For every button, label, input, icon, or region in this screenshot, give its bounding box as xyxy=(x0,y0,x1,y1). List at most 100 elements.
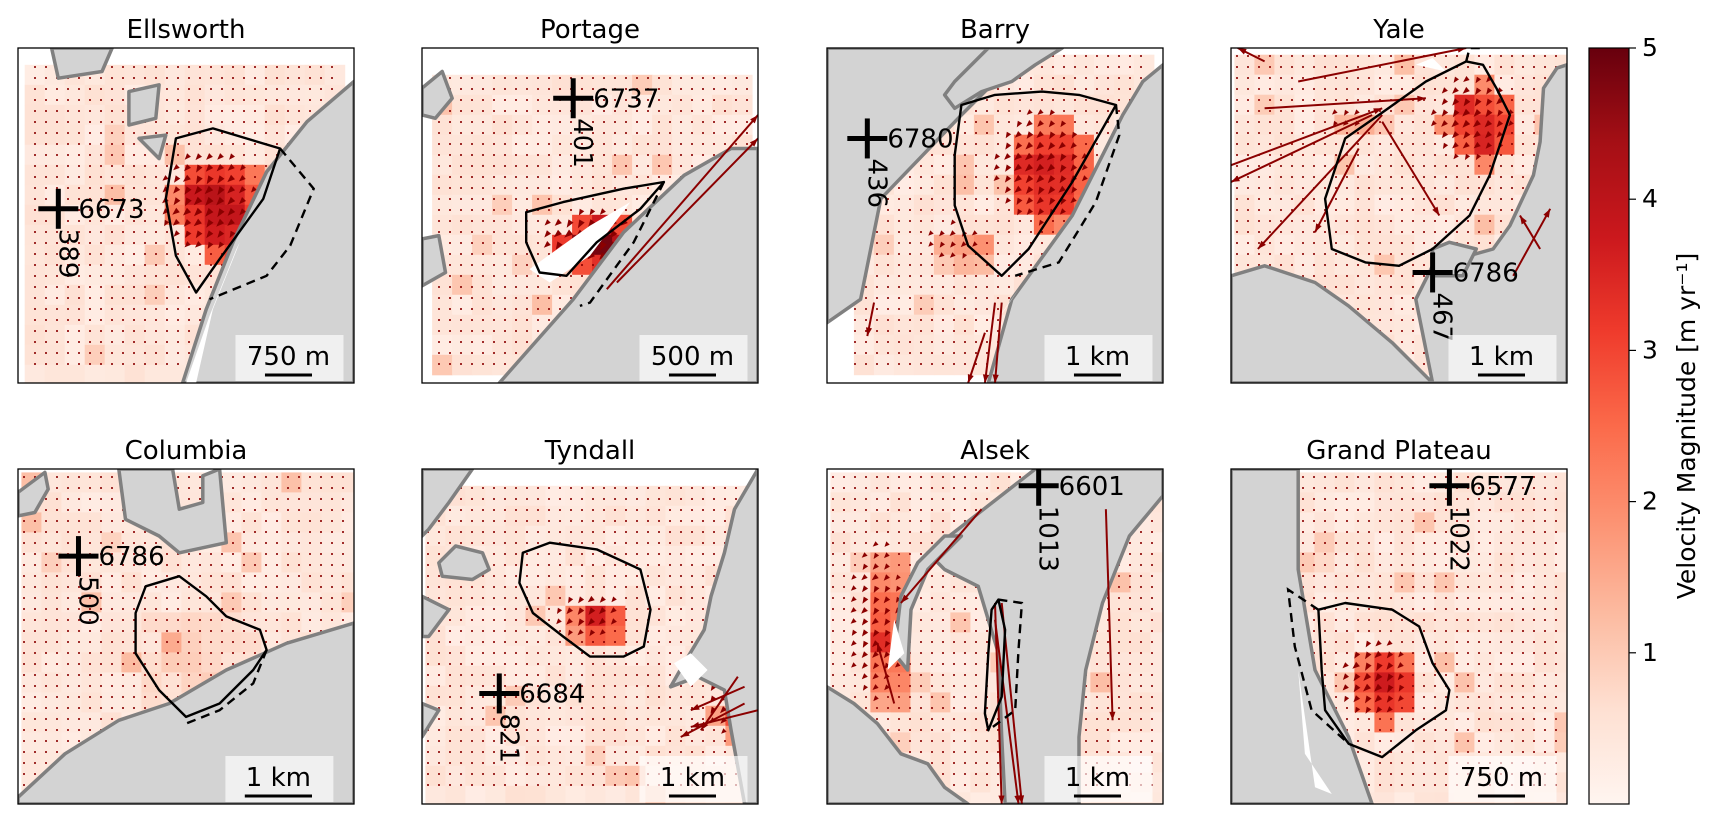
velocity-arrow xyxy=(232,575,234,577)
velocity-cell xyxy=(1334,174,1355,196)
velocity-arrow xyxy=(1258,143,1260,145)
velocity-arrow xyxy=(144,275,146,277)
velocity-arrow xyxy=(111,608,113,610)
velocity-cell xyxy=(1414,174,1435,196)
velocity-arrow xyxy=(67,330,69,332)
velocity-arrow xyxy=(493,231,495,233)
velocity-arrow xyxy=(1074,99,1076,101)
velocity-arrow xyxy=(887,231,889,233)
velocity-arrow xyxy=(493,198,495,200)
velocity-arrow xyxy=(625,121,627,123)
velocity-arrow xyxy=(1522,176,1524,178)
velocity-arrow xyxy=(34,520,36,522)
velocity-arrow xyxy=(526,286,528,288)
velocity-cell xyxy=(913,174,935,196)
velocity-arrow xyxy=(133,363,135,365)
velocity-cell xyxy=(24,364,46,383)
velocity-arrow xyxy=(188,341,190,343)
velocity-cell xyxy=(1414,134,1435,156)
velocity-arrow xyxy=(438,121,440,123)
velocity-arrow xyxy=(254,564,256,566)
velocity-arrow xyxy=(188,553,190,555)
velocity-arrow xyxy=(887,275,889,277)
velocity-cell xyxy=(24,344,46,366)
velocity-cell xyxy=(532,174,553,196)
velocity-arrow xyxy=(636,77,638,79)
velocity-arrow xyxy=(1412,341,1414,343)
velocity-arrow xyxy=(920,352,922,354)
velocity-arrow xyxy=(515,198,517,200)
velocity-arrow xyxy=(964,308,966,310)
velocity-arrow xyxy=(537,330,539,332)
velocity-cell xyxy=(652,134,673,156)
velocity-cell xyxy=(1374,154,1395,176)
velocity-arrow xyxy=(1357,176,1359,178)
velocity-arrow xyxy=(199,498,201,500)
velocity-cell xyxy=(652,94,673,116)
velocity-arrow xyxy=(254,608,256,610)
velocity-arrow xyxy=(504,165,506,167)
velocity-arrow xyxy=(909,330,911,332)
velocity-arrow xyxy=(320,66,322,68)
velocity-arrow xyxy=(1390,286,1392,288)
velocity-arrow xyxy=(1324,55,1326,57)
velocity-arrow xyxy=(515,352,517,354)
velocity-arrow xyxy=(166,330,168,332)
velocity-arrow xyxy=(122,99,124,101)
velocity-arrow xyxy=(1533,110,1535,112)
velocity-cell xyxy=(612,74,633,96)
velocity-arrow xyxy=(199,308,201,310)
velocity-arrow xyxy=(1060,153,1067,162)
velocity-cell xyxy=(281,612,302,633)
velocity-cell xyxy=(81,512,102,533)
velocity-arrow xyxy=(1313,231,1315,233)
velocity-arrow xyxy=(166,564,168,566)
velocity-arrow xyxy=(155,132,157,134)
velocity-arrow xyxy=(111,242,113,244)
velocity-arrow xyxy=(931,297,933,299)
velocity-arrow xyxy=(986,253,988,255)
velocity-arrow xyxy=(1511,209,1513,211)
velocity-arrow xyxy=(493,275,495,277)
velocity-arrow xyxy=(942,275,944,277)
velocity-arrow xyxy=(975,264,977,266)
velocity-arrow xyxy=(876,275,878,277)
velocity-arrow xyxy=(1463,98,1471,107)
velocity-cell xyxy=(121,652,142,673)
velocity-cell xyxy=(44,164,66,186)
velocity-arrow xyxy=(1497,109,1504,117)
velocity-arrow xyxy=(166,110,168,112)
velocity-arrow xyxy=(1478,209,1480,211)
velocity-cell xyxy=(933,254,955,276)
velocity-cell xyxy=(124,204,146,226)
velocity-arrow xyxy=(243,597,245,599)
velocity-cell xyxy=(84,304,106,326)
velocity-arrow xyxy=(1346,220,1348,222)
velocity-arrow xyxy=(144,154,146,156)
velocity-arrow xyxy=(1423,99,1425,101)
velocity-cell xyxy=(84,244,106,266)
velocity-arrow xyxy=(1544,66,1546,68)
velocity-cell xyxy=(1234,194,1255,216)
velocity-arrow xyxy=(1140,77,1142,79)
glacier-outline-dashed xyxy=(1014,104,1121,277)
velocity-arrow-head xyxy=(1315,223,1322,233)
velocity-arrow xyxy=(1335,220,1337,222)
velocity-cell xyxy=(1274,174,1295,196)
velocity-cell xyxy=(121,632,142,653)
velocity-arrow xyxy=(34,110,36,112)
velocity-arrow xyxy=(56,286,58,288)
velocity-cell xyxy=(512,94,533,116)
velocity-arrow xyxy=(265,132,267,134)
velocity-cell xyxy=(104,224,126,246)
velocity-arrow xyxy=(1047,175,1056,184)
velocity-arrow xyxy=(298,597,300,599)
velocity-arrow xyxy=(232,531,234,533)
velocity-cell xyxy=(1234,94,1255,116)
velocity-cell xyxy=(61,652,82,673)
velocity-arrow xyxy=(1544,55,1546,57)
velocity-arrow xyxy=(210,253,212,255)
velocity-arrow xyxy=(504,341,506,343)
velocity-arrow xyxy=(122,286,124,288)
velocity-arrow xyxy=(1357,132,1359,134)
